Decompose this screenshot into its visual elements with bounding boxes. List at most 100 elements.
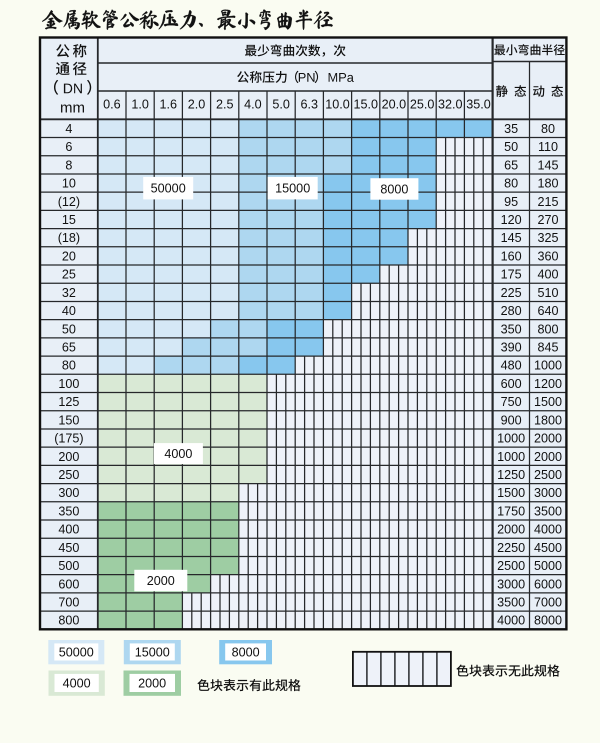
- svg-text:160: 160: [501, 249, 522, 263]
- svg-text:95: 95: [504, 195, 518, 209]
- svg-text:2500: 2500: [534, 468, 562, 482]
- svg-text:800: 800: [58, 614, 79, 628]
- svg-text:3000: 3000: [497, 577, 525, 591]
- svg-text:20.0: 20.0: [382, 98, 407, 112]
- svg-text:4: 4: [65, 122, 72, 136]
- svg-text:215: 215: [537, 195, 558, 209]
- svg-text:125: 125: [58, 395, 79, 409]
- svg-text:175: 175: [501, 268, 522, 282]
- svg-text:6.3: 6.3: [301, 98, 319, 112]
- svg-text:65: 65: [504, 158, 518, 172]
- svg-text:8000: 8000: [534, 614, 562, 628]
- svg-text:15.0: 15.0: [353, 98, 378, 112]
- svg-text:1750: 1750: [497, 504, 525, 518]
- svg-text:200: 200: [58, 450, 79, 464]
- svg-text:mm: mm: [60, 99, 85, 116]
- svg-text:8: 8: [65, 158, 72, 172]
- svg-text:35.0: 35.0: [466, 98, 491, 112]
- svg-text:250: 250: [58, 468, 79, 482]
- svg-text:50: 50: [62, 322, 76, 336]
- svg-text:3500: 3500: [534, 504, 562, 518]
- svg-text:15000: 15000: [135, 646, 170, 660]
- svg-text:270: 270: [537, 213, 558, 227]
- svg-text:600: 600: [58, 577, 79, 591]
- svg-text:5000: 5000: [534, 559, 562, 573]
- svg-text:145: 145: [537, 158, 558, 172]
- svg-text:750: 750: [501, 395, 522, 409]
- svg-text:1.0: 1.0: [131, 98, 149, 112]
- svg-text:35: 35: [504, 122, 518, 136]
- svg-text:6000: 6000: [534, 577, 562, 591]
- svg-text:(12): (12): [58, 195, 80, 209]
- svg-text:50: 50: [504, 140, 518, 154]
- svg-text:1800: 1800: [534, 413, 562, 427]
- svg-text:2.5: 2.5: [216, 98, 234, 112]
- svg-text:360: 360: [537, 249, 558, 263]
- svg-text:2250: 2250: [497, 541, 525, 555]
- svg-text:8000: 8000: [232, 646, 260, 660]
- svg-text:15: 15: [62, 213, 76, 227]
- svg-text:1500: 1500: [534, 395, 562, 409]
- svg-text:25: 25: [62, 268, 76, 282]
- svg-text:10.0: 10.0: [325, 98, 350, 112]
- svg-text:25.0: 25.0: [410, 98, 435, 112]
- svg-text:1200: 1200: [534, 377, 562, 391]
- svg-text:300: 300: [58, 486, 79, 500]
- svg-text:40: 40: [62, 304, 76, 318]
- svg-text:800: 800: [537, 322, 558, 336]
- svg-text:110: 110: [538, 140, 558, 154]
- svg-text:4000: 4000: [63, 677, 91, 691]
- svg-text:1000: 1000: [534, 359, 562, 373]
- svg-text:20: 20: [62, 249, 76, 263]
- svg-text:50000: 50000: [59, 646, 94, 660]
- svg-text:(175): (175): [54, 432, 83, 446]
- svg-text:2500: 2500: [497, 559, 525, 573]
- svg-text:900: 900: [501, 413, 522, 427]
- svg-text:32.0: 32.0: [438, 98, 463, 112]
- svg-text:400: 400: [58, 523, 79, 537]
- svg-text:1000: 1000: [497, 432, 525, 446]
- svg-text:4.0: 4.0: [244, 98, 262, 112]
- svg-text:4000: 4000: [534, 523, 562, 537]
- svg-text:4000: 4000: [164, 447, 192, 461]
- svg-text:4000: 4000: [497, 614, 525, 628]
- svg-text:325: 325: [537, 231, 558, 245]
- svg-text:500: 500: [58, 559, 79, 573]
- svg-text:1250: 1250: [497, 468, 525, 482]
- svg-text:2.0: 2.0: [188, 98, 206, 112]
- svg-text:0.6: 0.6: [103, 98, 121, 112]
- svg-text:3000: 3000: [534, 486, 562, 500]
- svg-text:65: 65: [62, 341, 76, 355]
- svg-text:120: 120: [501, 213, 522, 227]
- svg-text:2000: 2000: [534, 432, 562, 446]
- svg-text:10: 10: [62, 177, 76, 191]
- svg-text:7000: 7000: [534, 596, 562, 610]
- svg-text:6: 6: [65, 140, 72, 154]
- svg-text:390: 390: [501, 341, 522, 355]
- svg-text:480: 480: [501, 359, 522, 373]
- svg-text:8000: 8000: [380, 183, 408, 197]
- svg-text:4500: 4500: [534, 541, 562, 555]
- svg-text:400: 400: [537, 268, 558, 282]
- svg-text:100: 100: [58, 377, 79, 391]
- svg-text:350: 350: [501, 322, 522, 336]
- svg-text:600: 600: [501, 377, 522, 391]
- svg-text:145: 145: [501, 231, 522, 245]
- svg-text:225: 225: [501, 286, 522, 300]
- svg-text:1.6: 1.6: [160, 98, 178, 112]
- svg-text:(18): (18): [58, 231, 80, 245]
- svg-text:2000: 2000: [534, 450, 562, 464]
- svg-text:5.0: 5.0: [272, 98, 290, 112]
- svg-text:50000: 50000: [151, 182, 186, 196]
- svg-text:280: 280: [501, 304, 522, 318]
- svg-text:350: 350: [58, 504, 79, 518]
- svg-text:1500: 1500: [497, 486, 525, 500]
- svg-text:3500: 3500: [497, 596, 525, 610]
- svg-text:180: 180: [537, 177, 558, 191]
- svg-text:80: 80: [541, 122, 555, 136]
- svg-text:2000: 2000: [147, 574, 175, 588]
- svg-text:845: 845: [537, 341, 558, 355]
- svg-text:80: 80: [504, 177, 518, 191]
- svg-text:1000: 1000: [497, 450, 525, 464]
- svg-text:150: 150: [58, 413, 79, 427]
